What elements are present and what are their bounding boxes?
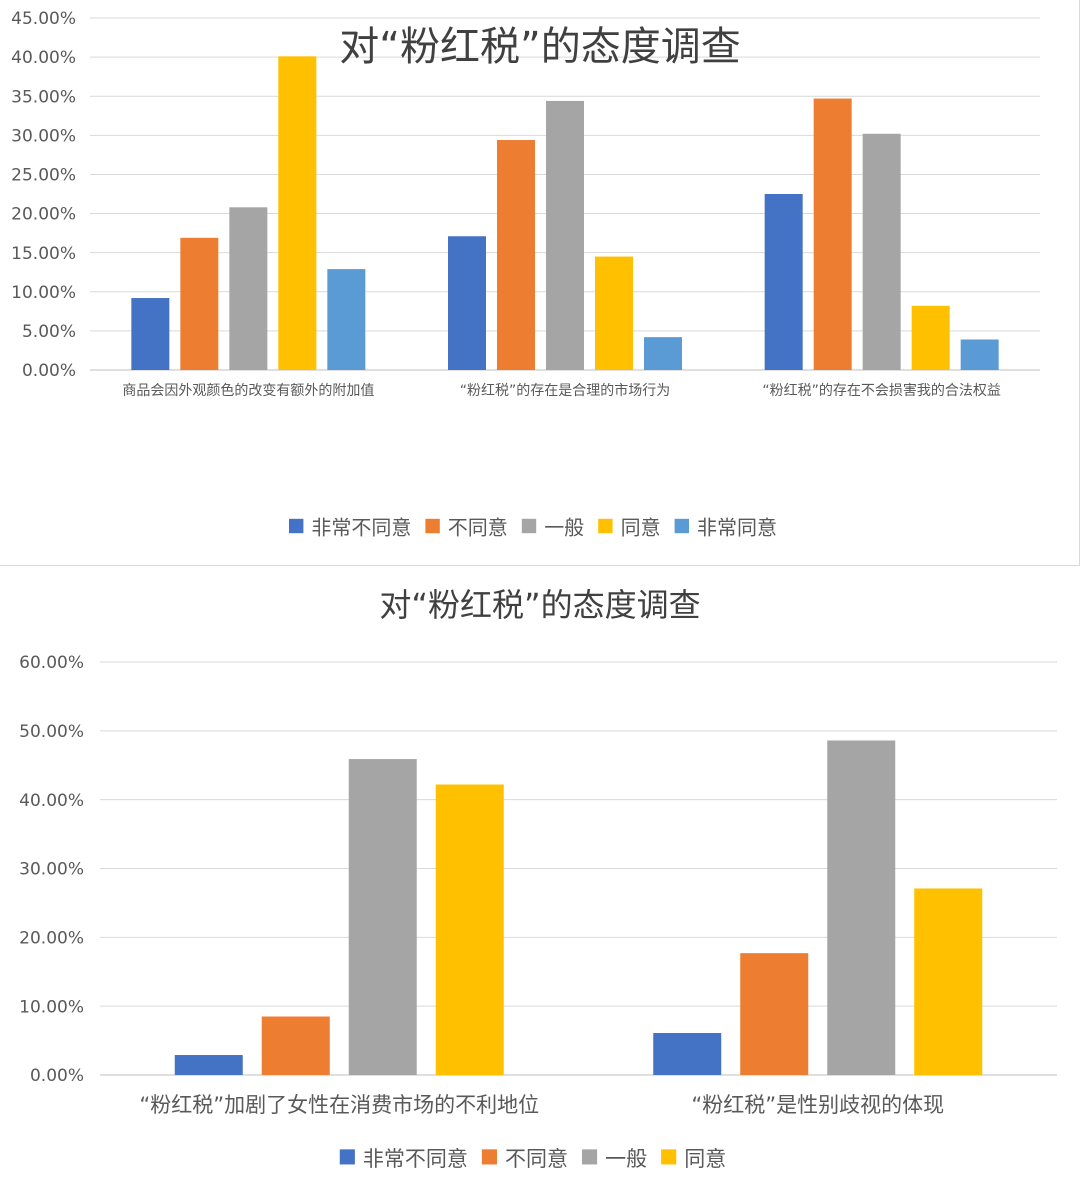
y-tick-label: 15.00%	[11, 244, 76, 264]
legend-label: 一般	[544, 516, 584, 540]
y-tick-label: 60.00%	[19, 653, 84, 673]
y-tick-label: 20.00%	[19, 928, 84, 948]
legend-label: 不同意	[505, 1147, 568, 1171]
chart-2-panel: 0.00% 10.00% 20.00% 30.00% 40.00% 50.00% 60.00…	[0, 566, 1080, 1191]
bar	[229, 207, 268, 370]
chart-1: 0.00% 5.00% 10.00% 15.00% 20.00% 25.00% 30.00%…	[11, 9, 1040, 540]
y-tick-label: 10.00%	[11, 283, 76, 303]
legend-swatch	[339, 1149, 355, 1165]
bar	[546, 100, 584, 370]
y-tick-label: 0.00%	[22, 361, 76, 381]
legend-swatch	[674, 518, 689, 534]
bar	[740, 953, 809, 1075]
y-tick-label: 5.00%	[22, 322, 76, 342]
legend-swatch	[289, 518, 304, 534]
bar	[174, 1055, 243, 1075]
bar	[448, 236, 486, 370]
bar	[827, 740, 896, 1075]
chart-2: 0.00% 10.00% 20.00% 30.00% 40.00% 50.00% 60.00…	[19, 586, 1057, 1171]
legend-label: 非常同意	[697, 516, 777, 540]
y-tick-label: 45.00%	[11, 9, 76, 29]
chart-title: 对“粉红税”的态度调查	[339, 24, 740, 70]
y-tick-label: 0.00%	[30, 1066, 84, 1086]
y-tick-label: 40.00%	[19, 791, 84, 811]
y-tick-label: 40.00%	[11, 48, 76, 68]
y-tick-label: 10.00%	[19, 997, 84, 1017]
legend-swatch	[425, 518, 440, 534]
legend-label: 非常不同意	[311, 516, 411, 540]
y-tick-label: 50.00%	[19, 722, 84, 742]
y-tick-label: 35.00%	[11, 87, 76, 107]
bar	[131, 298, 170, 370]
legend-label: 非常不同意	[363, 1147, 468, 1171]
chart-1-panel: 0.00% 5.00% 10.00% 15.00% 20.00% 25.00% 30.00%…	[0, 0, 1080, 566]
legend-swatch	[582, 1149, 598, 1165]
bar	[327, 269, 366, 370]
legend-label: 同意	[621, 516, 661, 540]
bar	[435, 784, 504, 1075]
chart-title: 对“粉红税”的态度调查	[379, 586, 700, 624]
bar	[180, 237, 219, 370]
bar	[348, 759, 417, 1075]
bar	[595, 256, 633, 370]
bar	[653, 1033, 722, 1075]
bar	[862, 133, 901, 370]
bar	[960, 339, 999, 370]
bar	[278, 56, 317, 370]
legend-swatch	[661, 1149, 677, 1165]
bar	[911, 305, 950, 370]
legend-label: 一般	[605, 1147, 647, 1171]
bar	[813, 98, 852, 371]
category-label: “粉红税”加剧了女性在消费市场的不利地位	[139, 1093, 539, 1117]
y-tick-label: 30.00%	[19, 860, 84, 880]
bar	[914, 888, 983, 1075]
legend-swatch	[598, 518, 613, 534]
y-tick-label: 20.00%	[11, 205, 76, 225]
y-tick-label: 30.00%	[11, 126, 76, 146]
y-tick-label: 25.00%	[11, 166, 76, 186]
bar	[261, 1016, 330, 1075]
bar	[764, 194, 803, 370]
bar	[644, 337, 682, 370]
category-label: “粉红税”的存在不会损害我的合法权益	[762, 383, 1001, 399]
bar	[497, 140, 535, 370]
legend-label: 同意	[684, 1147, 726, 1171]
legend-label: 不同意	[448, 516, 508, 540]
category-label: “粉红税”的存在是合理的市场行为	[460, 382, 671, 399]
legend-swatch	[521, 518, 537, 534]
category-label: 商品会因外观颜色的改变有额外的附加值	[122, 382, 374, 399]
category-label: “粉红税”是性别歧视的体现	[691, 1093, 944, 1117]
legend-swatch	[481, 1149, 497, 1165]
